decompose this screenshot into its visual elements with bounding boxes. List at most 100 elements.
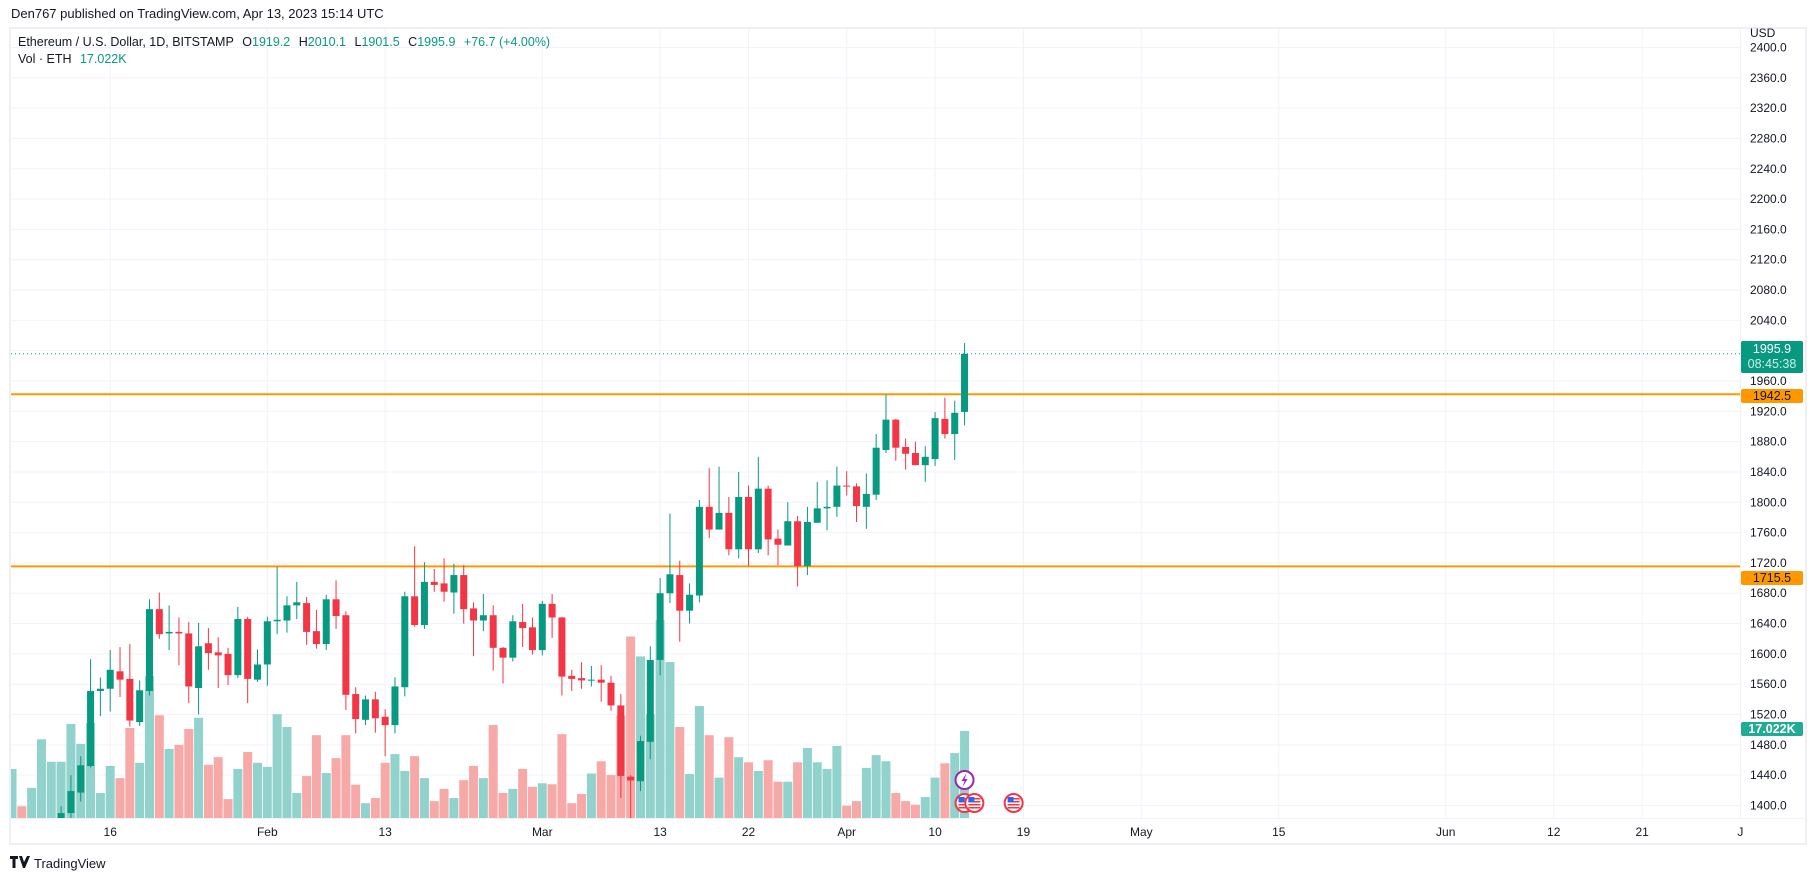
legend-low-key: L: [354, 35, 362, 49]
volume-bar: [665, 662, 675, 818]
candle-body: [244, 619, 252, 679]
volume-bar: [302, 776, 312, 818]
y-tick-label: 2200.0: [1750, 192, 1787, 206]
volume-bar: [567, 803, 577, 818]
volume-bar: [184, 729, 194, 818]
candle-body: [185, 633, 193, 687]
x-tick-label: 21: [1635, 825, 1649, 839]
candle-body: [803, 521, 811, 566]
flag-stripe: [958, 807, 971, 809]
level-badge-lower: 1715.5: [1741, 571, 1803, 585]
us-flag-icon[interactable]: [964, 793, 985, 813]
y-tick-label: 1760.0: [1750, 526, 1787, 540]
chart-pane[interactable]: [9, 27, 1807, 845]
legend-close: 1995.9: [417, 35, 456, 49]
candle-body: [254, 664, 261, 680]
candle-body: [67, 791, 75, 814]
volume-bar: [144, 675, 154, 818]
x-tick-label: 16: [104, 825, 118, 839]
legend-low: 1901.5: [361, 35, 400, 49]
volume-bar: [351, 784, 361, 818]
volume-bar: [469, 765, 479, 818]
flag-stripe: [1007, 804, 1020, 806]
volume-bar: [655, 620, 665, 818]
volume-bar: [253, 762, 262, 818]
candle-body: [931, 418, 939, 460]
volume-bar: [596, 761, 606, 818]
volume-bar: [27, 787, 37, 818]
candle-body: [214, 652, 222, 656]
candle-body: [195, 646, 203, 688]
candle-body: [843, 485, 851, 487]
x-tick-label: 10: [928, 825, 942, 839]
last-price-badge: 1995.9 08:45:38: [1741, 341, 1803, 373]
volume-bar: [518, 768, 528, 818]
x-tick-label: 13: [653, 825, 667, 839]
candle-body: [204, 643, 212, 654]
candle-body: [450, 575, 458, 593]
currency-label[interactable]: USD: [1750, 26, 1776, 40]
volume-bar: [724, 737, 734, 818]
candle-body: [116, 671, 124, 680]
y-tick-label: 1680.0: [1750, 586, 1787, 600]
volume-bar: [272, 714, 282, 818]
legend-change: +76.7 (+4.00%): [463, 35, 551, 49]
candle-body: [911, 453, 919, 466]
candle-body: [784, 521, 792, 546]
candle-body: [686, 594, 694, 611]
flag-stripe: [968, 804, 981, 806]
volume-bar: [626, 636, 636, 818]
volume-bar: [675, 726, 685, 818]
candle-body: [636, 741, 644, 782]
candle-body: [77, 765, 85, 793]
candle-body: [774, 538, 782, 545]
volume-bar: [861, 767, 871, 818]
time-axis[interactable]: 16 Feb 13 Mar 13 22 Apr 10 19 May 15 Jun 12 21 J: [104, 825, 1744, 839]
legend-volume-label[interactable]: Vol · ETH: [18, 52, 72, 66]
event-markers[interactable]: [954, 770, 1024, 813]
candle-body: [538, 603, 546, 651]
candle-body: [607, 682, 615, 706]
volume-bar: [11, 768, 17, 818]
footer-brand[interactable]: TradingView: [34, 855, 106, 871]
volume-bar: [891, 792, 901, 818]
candle-body: [499, 647, 507, 658]
volume-bar: [164, 748, 174, 818]
volume-bar: [685, 774, 695, 818]
y-tick-label: 2040.0: [1750, 313, 1787, 327]
horizontal-levels: [11, 353, 1740, 568]
volume-bar: [802, 747, 812, 818]
candle-body: [872, 447, 880, 495]
candle-body: [293, 602, 301, 606]
y-tick-label: 2080.0: [1750, 283, 1787, 297]
volume-bar: [154, 715, 164, 818]
volume-bar: [410, 756, 420, 818]
tradingview-logo-icon[interactable]: [10, 855, 30, 871]
candle-body: [705, 506, 713, 530]
volume-bar: [311, 735, 321, 818]
volume-bar: [380, 762, 390, 818]
flag-canton: [968, 797, 975, 802]
volume-bar: [940, 763, 950, 818]
volume-bar: [508, 788, 518, 818]
volume-bar: [321, 773, 331, 818]
legend-symbol[interactable]: Ethereum / U.S. Dollar, 1D, BITSTAMP: [18, 35, 234, 49]
candle-body: [794, 521, 802, 566]
candle-body: [273, 619, 281, 622]
volume-bar: [577, 793, 587, 818]
volume-bar: [901, 801, 911, 818]
publisher-caption: Den767 published on TradingView.com, Apr…: [11, 6, 384, 21]
us-flag-icon[interactable]: [1003, 793, 1024, 813]
x-tick-label: 13: [378, 825, 392, 839]
y-tick-label: 1840.0: [1750, 465, 1787, 479]
candle-body: [312, 631, 320, 645]
candle-body: [961, 353, 969, 412]
price-axis[interactable]: 1400.0 1440.0 1480.0 1520.0 1560.0 1600.0 1640…: [1750, 40, 1787, 812]
y-tick-label: 1560.0: [1750, 677, 1787, 691]
volume-bar: [744, 762, 753, 818]
volume-bar: [370, 798, 380, 818]
volume-bar: [56, 761, 66, 818]
volume-bar: [105, 765, 115, 818]
x-tick-label: May: [1130, 825, 1153, 839]
